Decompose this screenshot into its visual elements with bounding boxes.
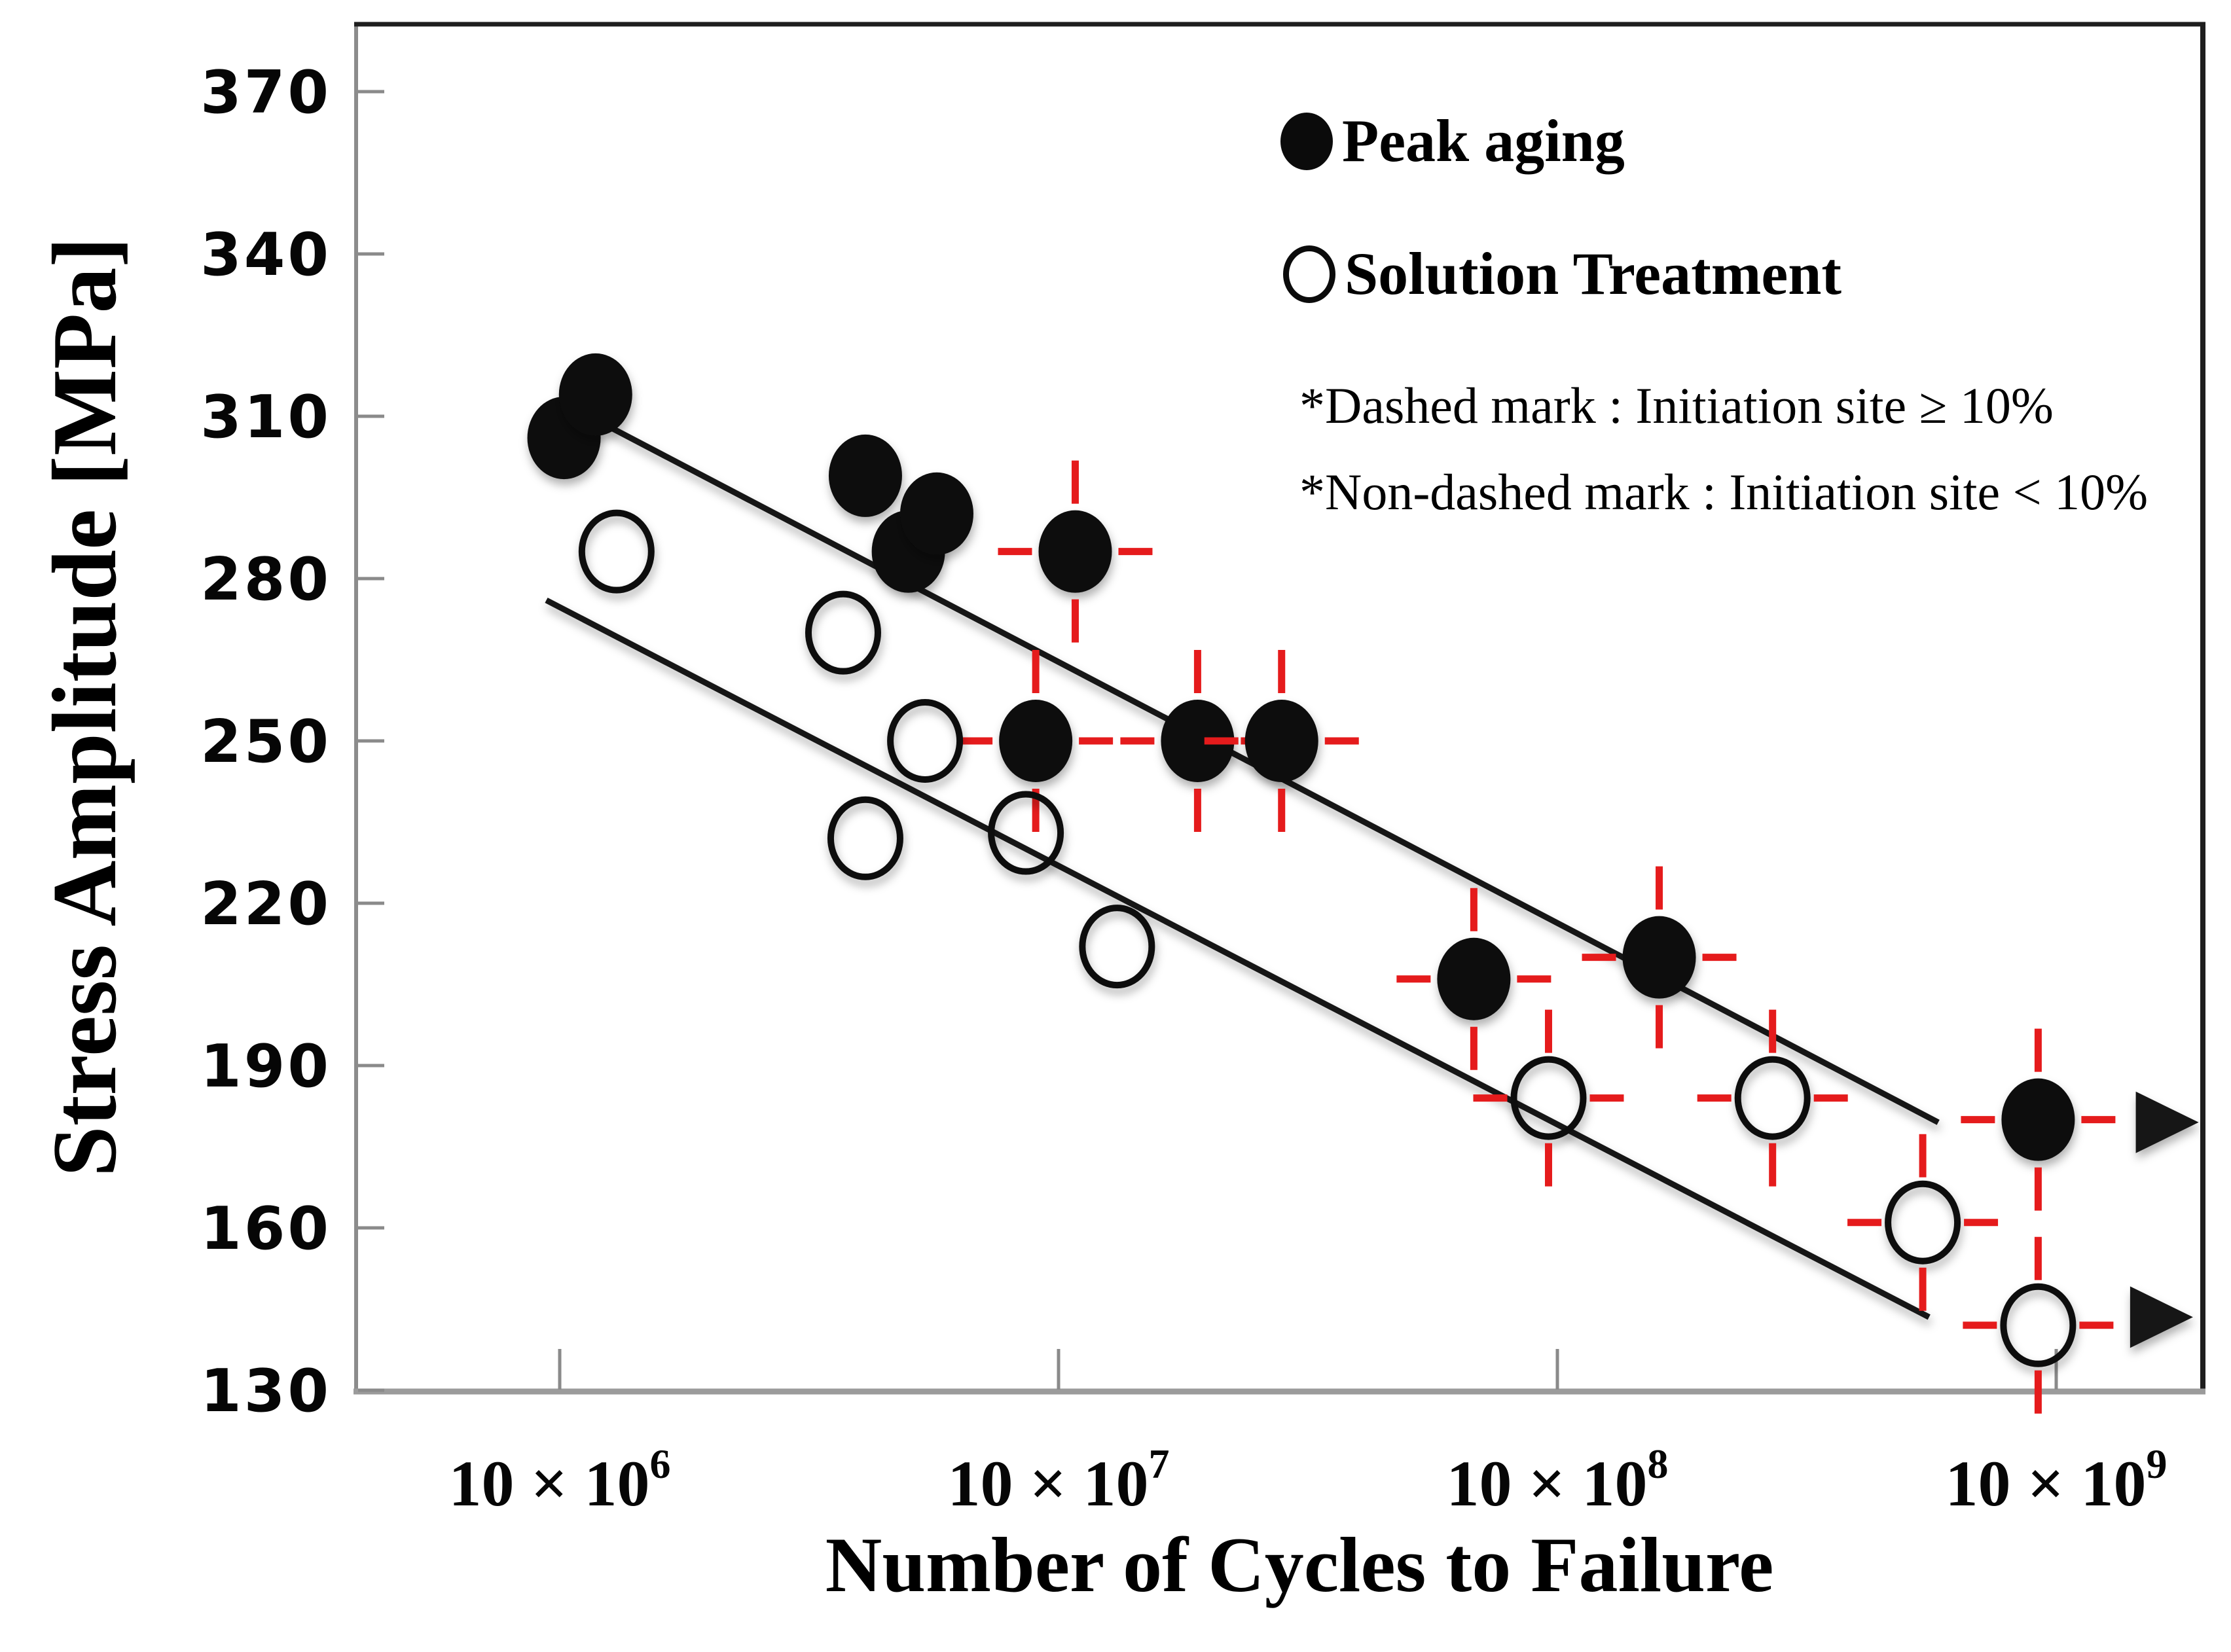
peak-aging-point [899,472,973,555]
peak-aging-point [1437,937,1511,1020]
y-tick-label: 280 [200,545,331,614]
solution-treatment-point [887,699,964,783]
x-tick-base: 10 × 10 [948,1447,1149,1520]
peak-aging-point [1038,510,1112,593]
legend-label-solution-treatment: Solution Treatment [1345,240,1842,307]
solution-treatment-point [805,590,881,675]
peak-aging-point [1622,916,1696,999]
peak-aging-point [828,434,902,517]
solution-treatment-point [827,796,903,880]
runout-arrow-head [2135,1091,2199,1153]
legend-note-non-dashed-mark: *Non-dashed mark : Initiation site < 10% [1299,463,2149,520]
x-tick-label: 10 × 107 [948,1441,1170,1520]
legend-note-dashed-mark: *Dashed mark : Initiation site ≥ 10% [1299,377,2054,434]
y-tick-label: 190 [200,1032,331,1101]
peak-aging-point [558,353,632,436]
peak-aging-point [1244,700,1318,782]
y-tick-label: 130 [200,1357,331,1426]
solution-treatment-point [988,791,1064,875]
y-tick-label: 250 [200,708,331,776]
x-tick-base: 10 × 10 [449,1447,650,1520]
trend-line [545,598,1931,1320]
legend-item-peak-aging: Peak aging [1280,107,1625,174]
x-tick-exponent: 6 [649,1441,670,1487]
peak-aging-point [999,700,1073,782]
solution-treatment-point [2000,1283,2077,1367]
solution-treatment-point [578,509,655,594]
y-axis-title: Stress Amplitude [MPa] [34,236,136,1177]
solution-treatment-point [1510,1056,1587,1140]
x-tick-label: 10 × 106 [449,1441,671,1520]
y-tick-label: 220 [200,870,331,939]
x-tick-exponent: 7 [1148,1441,1169,1487]
filled-circle-marker-icon [1280,112,1333,170]
x-tick-label: 10 × 108 [1447,1441,1669,1520]
x-tick-label: 10 × 109 [1946,1441,2168,1520]
x-tick-base: 10 × 10 [1946,1447,2147,1520]
x-tick-exponent: 9 [2146,1441,2167,1487]
peak-aging-point [2001,1078,2075,1161]
solution-treatment-point [1885,1180,1961,1265]
peak-aging-point [1161,700,1235,782]
y-tick-label: 340 [200,221,331,289]
open-circle-marker-icon [1283,245,1335,303]
legend-item-solution-treatment: Solution Treatment [1283,240,1842,307]
solution-treatment-point [1079,905,1155,989]
runout-arrow-head [2130,1286,2193,1348]
x-axis-title: Number of Cycles to Failure [825,1521,1774,1608]
y-tick-label: 310 [200,383,331,452]
y-tick-label: 160 [200,1194,331,1263]
legend-label-peak-aging: Peak aging [1342,107,1625,174]
x-tick-exponent: 8 [1647,1441,1668,1487]
x-tick-base: 10 × 10 [1447,1447,1648,1520]
solution-treatment-point [1734,1056,1811,1140]
y-tick-label: 370 [200,58,331,127]
